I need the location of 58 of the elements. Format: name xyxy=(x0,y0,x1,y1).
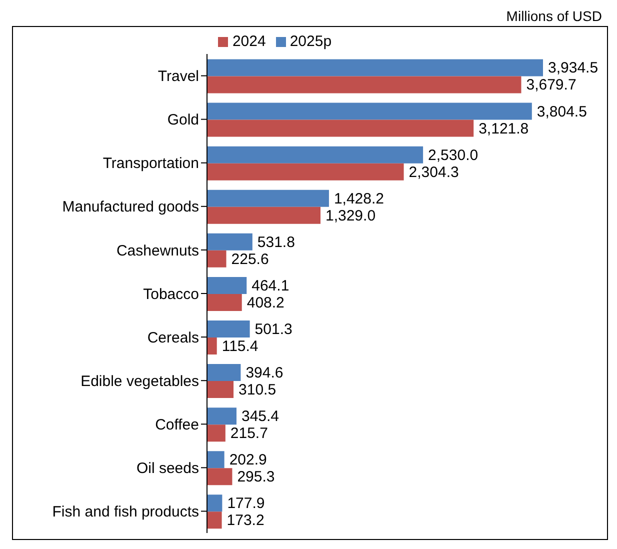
data-label: 3,934.5 xyxy=(548,60,598,77)
bar xyxy=(207,146,424,164)
y-tick-label: Transportation xyxy=(102,155,199,172)
data-label: 3,121.8 xyxy=(478,120,529,138)
bar xyxy=(207,494,222,512)
y-tick-label: Edible vegetables xyxy=(80,372,199,390)
data-label: 1,428.2 xyxy=(334,190,384,208)
bar xyxy=(207,163,404,180)
y-tick-label: Coffee xyxy=(155,416,199,434)
bar xyxy=(207,468,232,486)
bar xyxy=(207,424,226,442)
data-label: 2,530.0 xyxy=(428,146,478,164)
text: Millions of USD xyxy=(506,8,602,24)
data-label: 295.3 xyxy=(237,468,275,486)
data-label: 501.3 xyxy=(254,321,292,338)
y-tick-label: Manufactured goods xyxy=(62,198,199,216)
bar xyxy=(207,294,242,311)
data-label: 177.9 xyxy=(227,495,265,512)
bar xyxy=(207,250,226,268)
y-tick-label: Tobacco xyxy=(143,286,199,303)
legend-label: 2024 xyxy=(232,33,266,50)
bar xyxy=(207,190,329,207)
bar xyxy=(207,381,234,398)
bar xyxy=(207,338,217,354)
data-label: 3,804.5 xyxy=(536,103,587,120)
data-label: 531.8 xyxy=(257,234,295,251)
y-tick-label: Fish and fish products xyxy=(52,504,199,521)
legend-label: 2025p xyxy=(290,33,332,50)
data-label: 464.1 xyxy=(252,277,290,294)
bar xyxy=(207,320,250,338)
bar xyxy=(207,364,241,382)
bar xyxy=(207,276,247,294)
bar xyxy=(207,76,522,94)
data-label: 2,304.3 xyxy=(408,164,459,181)
bar xyxy=(207,233,252,250)
data-label: 345.4 xyxy=(241,408,280,426)
bar xyxy=(207,59,543,76)
bar xyxy=(207,451,224,468)
data-label: 115.4 xyxy=(222,338,258,355)
bar xyxy=(207,408,236,425)
bar xyxy=(207,102,532,120)
y-tick-label: Gold xyxy=(167,112,199,129)
y-tick-label: Oil seeds xyxy=(136,460,199,478)
data-label: 394.6 xyxy=(246,364,284,382)
data-label: 310.5 xyxy=(238,382,276,399)
data-label: 173.2 xyxy=(226,512,264,530)
data-label: 1,329.0 xyxy=(325,207,376,224)
y-tick-label: Cereals xyxy=(147,329,199,346)
data-label: 202.9 xyxy=(229,452,267,469)
data-label: 225.6 xyxy=(231,250,269,268)
bar xyxy=(207,120,474,137)
data-label: 215.7 xyxy=(230,425,268,442)
bar xyxy=(207,206,320,224)
y-tick-label: Travel xyxy=(158,68,199,86)
y-tick-label: Cashewnuts xyxy=(116,242,199,260)
data-label: 3,679.7 xyxy=(526,76,576,94)
data-label: 408.2 xyxy=(246,294,284,312)
bar xyxy=(207,512,222,529)
